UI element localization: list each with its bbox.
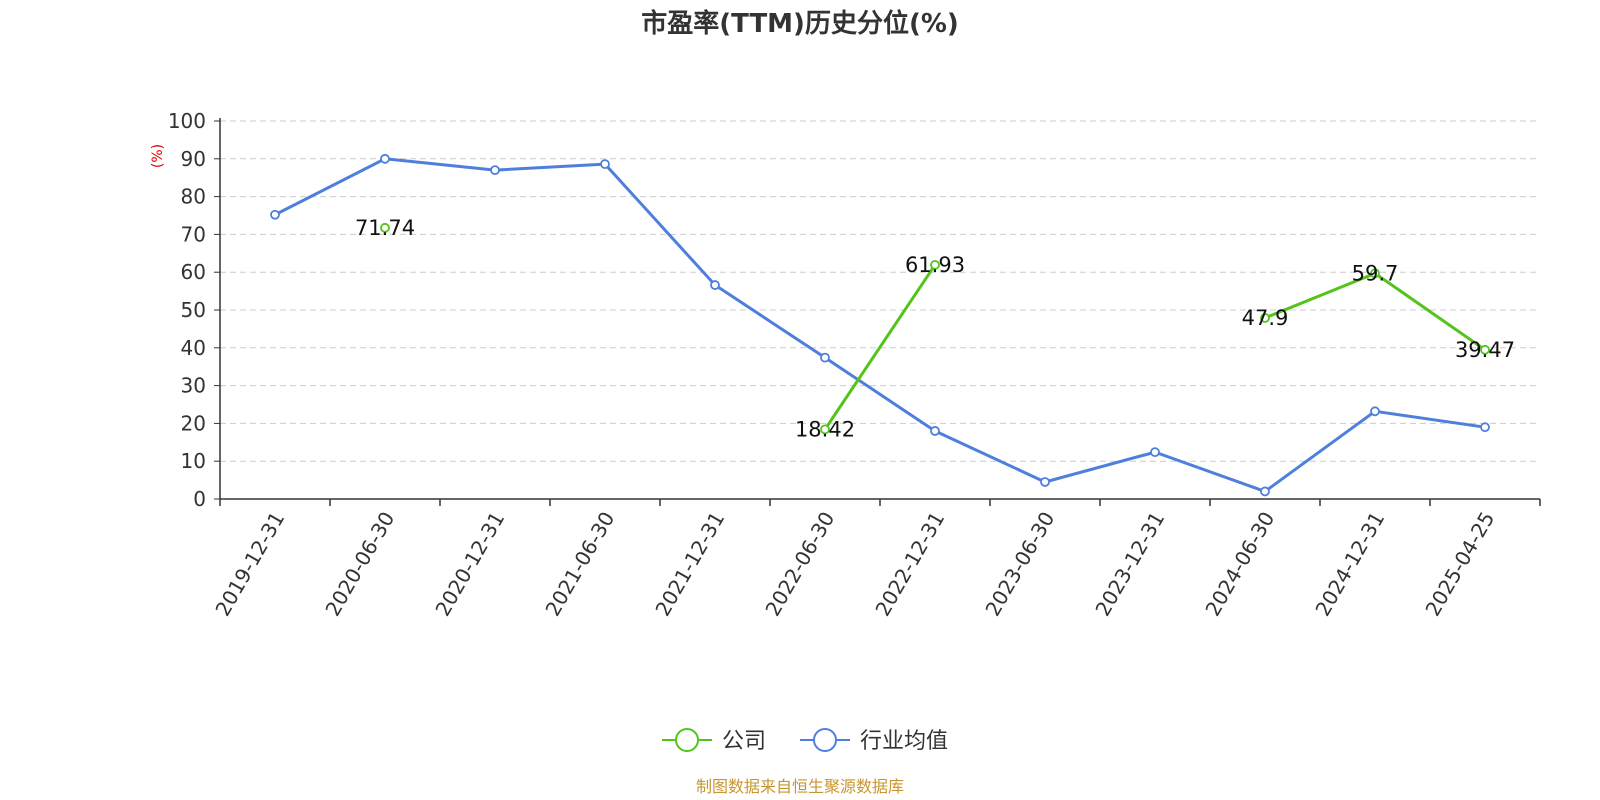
x-tick-label: 2023-06-30 (980, 508, 1059, 621)
y-tick-label: 20 (181, 411, 206, 435)
x-tick-label: 2024-06-30 (1200, 508, 1279, 621)
y-axis-label: (%) (150, 144, 166, 168)
x-tick-label: 2025-04-25 (1420, 508, 1499, 621)
data-point[interactable] (380, 222, 390, 233)
y-tick-label: 60 (181, 260, 206, 284)
data-point[interactable] (710, 280, 720, 290)
data-label: 18.42 (795, 417, 855, 441)
data-point[interactable] (1370, 268, 1380, 279)
x-tick-label: 2020-12-31 (430, 508, 509, 621)
axes: 0 10 20 30 40 50 60 70 80 90 100 2019-12-31 2020-06-… (168, 109, 1541, 621)
series-line-0 (823, 264, 937, 431)
legend[interactable]: 公司 行业均值 (662, 728, 948, 754)
y-tick-label: 10 (181, 449, 206, 473)
legend-item-0[interactable]: 公司 (662, 728, 766, 754)
data-label: 39.47 (1455, 338, 1515, 362)
legend-marker (813, 728, 837, 752)
data-labels: 71.74 18.42 61.93 47.9 59.7 39.47 (355, 216, 1515, 442)
data-point[interactable] (820, 424, 830, 435)
data-label: 61.93 (905, 253, 965, 277)
y-tick-label: 40 (181, 336, 206, 360)
data-point[interactable] (490, 165, 500, 176)
y-tick-label: 100 (168, 109, 206, 133)
data-point[interactable] (1370, 406, 1380, 417)
data-point[interactable] (270, 209, 280, 220)
y-tick-label: 80 (181, 185, 206, 209)
series-layer (270, 153, 1490, 497)
series-line-1 (274, 157, 1486, 493)
y-tick-label: 0 (193, 487, 206, 511)
y-tick-label: 90 (181, 147, 206, 171)
source-note: 制图数据来自恒生聚源数据库 (696, 777, 904, 796)
data-point[interactable] (600, 159, 610, 169)
x-tick-label: 2022-12-31 (870, 508, 949, 621)
data-point[interactable] (1480, 344, 1490, 355)
data-point[interactable] (930, 260, 940, 270)
y-tick-label: 30 (181, 374, 206, 398)
data-label: 47.9 (1242, 306, 1289, 330)
data-point[interactable] (1480, 422, 1490, 433)
legend-label: 行业均值 (860, 729, 948, 754)
legend-item-1[interactable]: 行业均值 (800, 728, 948, 754)
legend-label: 公司 (722, 729, 766, 754)
x-tick-label: 2019-12-31 (210, 508, 289, 621)
legend-marker (675, 728, 699, 752)
x-tick-label: 2021-06-30 (540, 508, 619, 621)
chart-title: 市盈率(TTM)历史分位(%) (641, 8, 959, 39)
y-tick-label: 50 (181, 298, 206, 322)
data-point[interactable] (1040, 477, 1050, 487)
data-point[interactable] (1260, 313, 1270, 323)
data-point[interactable] (930, 426, 940, 436)
data-point[interactable] (1260, 486, 1270, 497)
y-tick-label: 70 (181, 222, 206, 246)
data-point[interactable] (380, 153, 390, 164)
x-tick-label: 2022-06-30 (760, 508, 839, 621)
gridlines (220, 120, 1540, 462)
data-label: 59.7 (1352, 261, 1399, 285)
data-point[interactable] (820, 352, 830, 363)
data-point[interactable] (1150, 447, 1160, 458)
x-tick-label: 2021-12-31 (650, 508, 729, 621)
x-tick-label: 2024-12-31 (1310, 508, 1389, 621)
x-tick-label: 2023-12-31 (1090, 508, 1169, 621)
data-label: 71.74 (355, 216, 415, 240)
x-tick-label: 2020-06-30 (320, 508, 399, 621)
